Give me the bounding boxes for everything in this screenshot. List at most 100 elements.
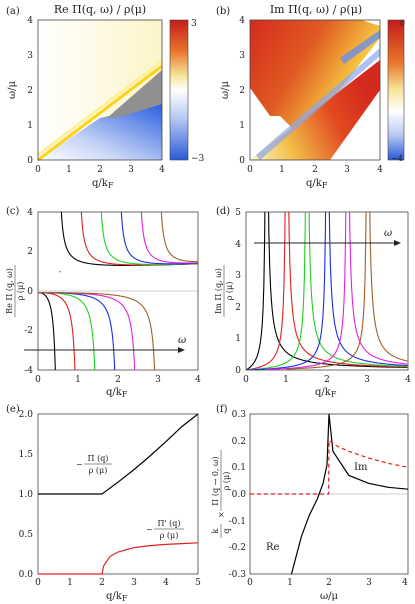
heatmap-a-frame bbox=[37, 19, 163, 161]
x-tick-label: 2 bbox=[115, 375, 121, 385]
x-tick-label: 0 bbox=[35, 578, 41, 588]
panel-d-ylabel-den: ρ (μ) bbox=[225, 282, 234, 301]
x-tick-label: 4 bbox=[163, 578, 169, 588]
panel-d-xlabel: q/kF bbox=[315, 387, 337, 399]
panel-b: (b) Im Π(q, ω) / ρ(μ) 0 −4 0 1 2 3 4 0 1… bbox=[216, 3, 405, 190]
panel-f-prefactor-den: q bbox=[222, 528, 231, 533]
x-tick-label: 3 bbox=[366, 578, 372, 588]
panel-e-yticks: 0.0 0.5 1.0 1.5 2.0 bbox=[19, 410, 34, 580]
panel-b-title: Im Π(q, ω) / ρ(μ) bbox=[270, 3, 362, 16]
series-line-upper bbox=[160, 212, 198, 263]
panel-b-xlabel-main: q/k bbox=[306, 178, 323, 189]
x-tick-label: 1 bbox=[66, 165, 72, 175]
panel-c-arrow-head bbox=[178, 347, 185, 353]
y-tick-label: 2 bbox=[27, 86, 33, 96]
x-tick-label: 2 bbox=[312, 165, 318, 175]
heatmap-a-yellow-glow bbox=[37, 59, 163, 157]
heatmap-a-negative-region bbox=[38, 104, 162, 160]
series-line bbox=[38, 413, 199, 495]
y-tick-label: 2 bbox=[27, 247, 33, 257]
x-tick-label: 4 bbox=[159, 165, 165, 175]
panel-e-label-pi-num: Π (q) bbox=[88, 454, 109, 463]
panel-d-ylabel: Im Π (q, ω) ρ (μ) bbox=[214, 265, 234, 317]
panel-e-xlabel-main: q/k bbox=[106, 591, 123, 602]
panel-e-label-pi-den: ρ (μ) bbox=[89, 466, 108, 475]
panel-c-yticks: 4 2 0 -2 -4 bbox=[24, 208, 33, 376]
series-line-lower bbox=[38, 292, 96, 370]
y-tick-label: 2 bbox=[235, 303, 241, 313]
x-tick-label: 4 bbox=[377, 165, 383, 175]
panel-c: (c) ω 0 1 2 3 4 4 2 0 -2 -4 q/kF Re Π (q… bbox=[5, 206, 201, 399]
series-line-left bbox=[246, 212, 266, 370]
panel-d-letter: (d) bbox=[216, 206, 230, 217]
panel-c-xlabel: q/kF bbox=[106, 387, 128, 399]
panel-a-xlabel-main: q/k bbox=[92, 178, 109, 189]
series-line-left bbox=[246, 212, 286, 370]
series-line-lower bbox=[38, 292, 56, 370]
y-tick-label: 5 bbox=[235, 208, 241, 218]
heatmap-b-frame bbox=[249, 19, 381, 161]
panel-f-ylabel-den: ρ (μ) bbox=[222, 472, 231, 491]
panel-d-curves bbox=[246, 212, 408, 370]
y-tick-label: 1.0 bbox=[19, 490, 34, 500]
y-tick-label: 3 bbox=[27, 51, 33, 61]
panel-a-xlabel-sub: F bbox=[108, 181, 114, 190]
panel-d-arrow-label: ω bbox=[384, 228, 392, 239]
panel-f-letter: (f) bbox=[216, 404, 228, 415]
panel-d-ylabel-num: Im Π (q, ω) bbox=[214, 268, 223, 314]
series-line-left bbox=[266, 212, 347, 370]
y-tick-label: 3 bbox=[235, 271, 241, 281]
y-tick-label: 0 bbox=[235, 366, 241, 376]
colorbar-b bbox=[387, 19, 405, 161]
panel-e-letter: (e) bbox=[6, 404, 20, 415]
x-tick-label: 3 bbox=[364, 375, 370, 385]
panel-f-ylabel-num: Π (q → 0, ω) bbox=[211, 456, 220, 505]
panel-e-label-pi-minus: − bbox=[76, 460, 83, 469]
y-tick-label: 0.0 bbox=[19, 570, 34, 580]
heatmap-a-yellow-edge bbox=[37, 64, 163, 162]
y-tick-label: 2.0 bbox=[19, 410, 34, 420]
x-tick-label: 4 bbox=[405, 375, 411, 385]
y-tick-label: 0.1 bbox=[232, 463, 246, 473]
panel-f-curves bbox=[250, 413, 409, 575]
x-tick-label: 0 bbox=[243, 375, 249, 385]
panel-e-curves bbox=[38, 413, 199, 575]
panel-f-prefactor-num: k bbox=[211, 528, 220, 533]
series-line bbox=[38, 542, 199, 575]
panel-f-ylabel: Π (q → 0, ω) ρ (μ) k q × bbox=[211, 450, 231, 538]
panel-b-letter: (b) bbox=[216, 6, 230, 17]
y-tick-label: -2 bbox=[24, 326, 33, 336]
colorbar-b-bottom-label: −4 bbox=[391, 154, 403, 163]
x-tick-label: 3 bbox=[155, 375, 161, 385]
panel-d-xticks: 0 1 2 3 4 bbox=[243, 375, 411, 385]
x-tick-label: 1 bbox=[67, 578, 73, 588]
y-tick-label: -0.1 bbox=[229, 517, 246, 527]
x-tick-label: 3 bbox=[344, 165, 350, 175]
panel-c-ylabel-den: ρ (μ) bbox=[16, 282, 25, 301]
y-tick-label: 0.2 bbox=[232, 437, 246, 447]
x-tick-label: 3 bbox=[128, 165, 134, 175]
panel-c-letter: (c) bbox=[6, 206, 20, 217]
x-tick-label: 1 bbox=[75, 375, 81, 385]
x-tick-label: 2 bbox=[99, 578, 105, 588]
y-tick-label: 1 bbox=[239, 121, 245, 131]
panel-b-xlabel: q/kF bbox=[306, 178, 328, 190]
panel-d: (d) ω 0 1 2 3 4 0 1 2 3 4 5 q/kF Im Π (q… bbox=[214, 206, 411, 399]
series-line-lower bbox=[38, 292, 76, 370]
panel-a-ylabel: ω/μ bbox=[7, 80, 18, 99]
series-line-upper bbox=[140, 212, 198, 264]
x-tick-label: 4 bbox=[195, 375, 201, 385]
heatmap-b-cutout bbox=[250, 88, 270, 116]
y-tick-label: 4 bbox=[239, 16, 245, 26]
series-line-right bbox=[328, 212, 408, 367]
heatmap-b-blue-band-top bbox=[340, 30, 380, 64]
x-tick-label: 0 bbox=[247, 578, 253, 588]
y-tick-label: 4 bbox=[235, 240, 241, 250]
panel-c-xlabel-main: q/k bbox=[106, 387, 123, 398]
y-tick-label: 4 bbox=[27, 208, 33, 218]
panel-e: (e) 0 1 2 3 4 5 0.0 0.5 1.0 1.5 2.0 q/kF… bbox=[6, 404, 201, 603]
panel-f-xticks: 0 1 2 3 4 bbox=[247, 578, 408, 588]
y-tick-label: 0.0 bbox=[232, 490, 247, 500]
heatmap-b-blue-band bbox=[256, 48, 380, 160]
